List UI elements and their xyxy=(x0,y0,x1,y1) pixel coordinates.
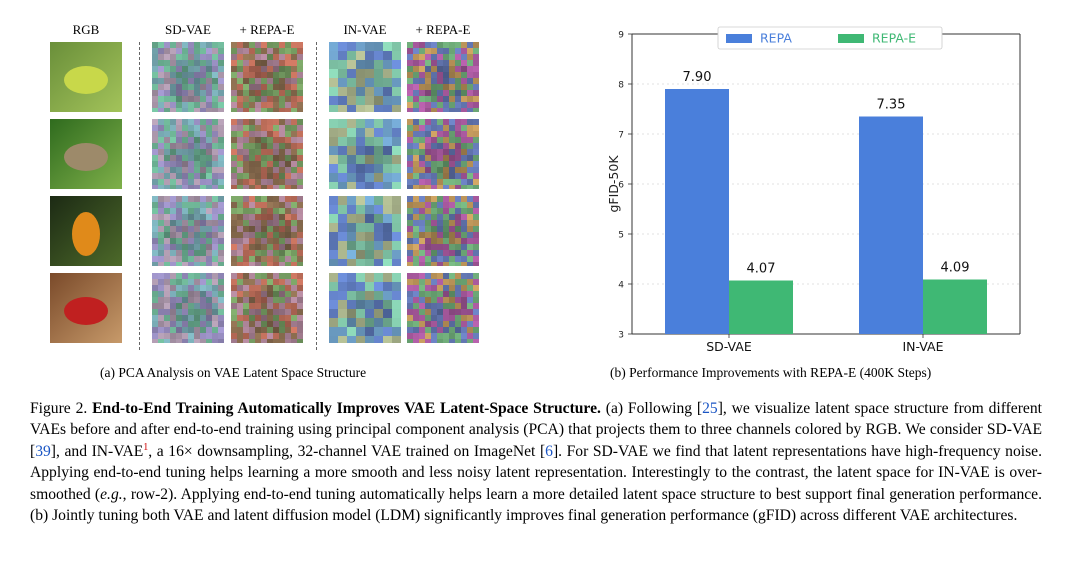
panel-a-caption: (a) PCA Analysis on VAE Latent Space Str… xyxy=(100,365,367,380)
legend-swatch-repa xyxy=(726,34,752,43)
y-tick-label: 8 xyxy=(618,81,624,91)
pca-map-toucan-col4 xyxy=(407,196,479,266)
caption-text: ]. For SD-VAE we find that latent repres… xyxy=(30,442,1042,503)
citation-link[interactable]: 25 xyxy=(702,400,718,417)
legend-label-repa: REPA xyxy=(760,31,792,46)
citation-link[interactable]: 39 xyxy=(35,442,51,460)
pca-map-toucan-col3 xyxy=(329,196,401,266)
caption-italic: e.g. xyxy=(100,485,123,503)
bar-value-label: 4.09 xyxy=(941,261,970,276)
pca-panel: RGB SD-VAE + REPA-E IN-VAE + REPA-E xyxy=(45,18,490,353)
legend-label-repa-e: REPA-E xyxy=(872,31,916,46)
rgb-image-toucan xyxy=(50,196,122,266)
x-tick-label: SD-VAE xyxy=(706,339,752,354)
pca-map-lizard-col4 xyxy=(407,42,479,112)
y-tick-label: 3 xyxy=(618,331,624,341)
panel-b-caption: (b) Performance Improvements with REPA-E… xyxy=(610,365,932,380)
pca-map-kitten-col3 xyxy=(329,273,401,343)
figure-label: Figure 2. xyxy=(30,400,88,417)
footnote-marker[interactable]: 1 xyxy=(143,441,149,453)
y-tick-label: 7 xyxy=(618,131,624,141)
rgb-image-butterfly xyxy=(50,119,122,189)
y-axis-label: gFID-50K xyxy=(606,155,621,213)
bar-repa-e-sd-vae[interactable] xyxy=(729,280,793,335)
y-tick-label: 5 xyxy=(618,231,624,241)
pca-map-butterfly-col2 xyxy=(231,119,303,189)
legend-swatch-repa-e xyxy=(838,34,864,43)
bar-value-label: 7.90 xyxy=(683,70,712,85)
caption-text: , row-2). Applying end-to-end tuning aut… xyxy=(30,485,1042,525)
figure-caption: Figure 2. End-to-End Training Automatica… xyxy=(30,398,1042,526)
y-tick-label: 6 xyxy=(618,181,624,191)
col-header-sd-vae: SD-VAE xyxy=(165,22,211,37)
separator-dashed-2 xyxy=(316,42,317,350)
figure-title: End-to-End Training Automatically Improv… xyxy=(92,400,601,417)
citation-link[interactable]: 6 xyxy=(545,442,553,460)
pca-map-kitten-col4 xyxy=(407,273,479,343)
pca-map-lizard-col2 xyxy=(231,42,303,112)
col-header-in-repa-e: + REPA-E xyxy=(415,22,471,37)
rgb-image-kitten xyxy=(50,273,122,343)
caption-text: (a) Following [ xyxy=(600,400,703,417)
col-header-sd-repa-e: + REPA-E xyxy=(239,22,295,37)
pca-map-lizard-col3 xyxy=(329,42,401,112)
bar-repa-sd-vae[interactable] xyxy=(665,89,729,334)
pca-map-butterfly-col1 xyxy=(152,119,224,189)
bar-value-label: 4.07 xyxy=(747,262,776,277)
bar-value-label: 7.35 xyxy=(877,98,906,113)
caption-text: ], we visualize latent space structure f… xyxy=(30,400,1042,460)
chart-legend xyxy=(717,26,943,50)
y-tick-label: 9 xyxy=(618,31,624,41)
caption-text: , a 16× downsampling, 32-channel VAE tra… xyxy=(148,442,546,460)
caption-text: ], and IN-VAE xyxy=(50,442,144,460)
pca-map-kitten-col1 xyxy=(152,273,224,343)
pca-map-toucan-col2 xyxy=(231,196,303,266)
col-header-in-vae: IN-VAE xyxy=(343,22,387,37)
bar-repa-in-vae[interactable] xyxy=(859,116,923,335)
pca-map-butterfly-col4 xyxy=(407,119,479,189)
pca-map-kitten-col2 xyxy=(231,273,303,343)
y-tick-label: 4 xyxy=(618,281,624,291)
x-tick-label: IN-VAE xyxy=(902,339,943,354)
pca-map-lizard-col1 xyxy=(152,42,224,112)
gfid-bar-chart: 3 4 5 6 7 8 9 gFID-50K 7.90 4.07 SD-VAE 7.35 4.09 IN-… xyxy=(606,26,1021,354)
pca-image-grid xyxy=(45,18,490,353)
pca-map-butterfly-col3 xyxy=(329,119,401,189)
col-header-rgb: RGB xyxy=(72,22,100,37)
separator-dashed-1 xyxy=(139,42,140,350)
rgb-image-lizard xyxy=(50,42,122,112)
pca-map-toucan-col1 xyxy=(152,196,224,266)
bar-repa-e-in-vae[interactable] xyxy=(923,279,987,335)
